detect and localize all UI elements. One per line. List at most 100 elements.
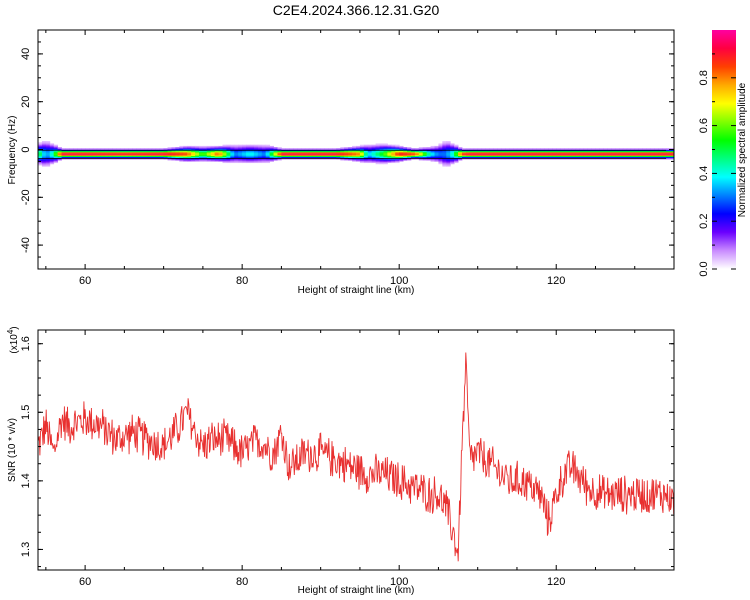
heatmap-cell (53, 155, 59, 158)
heatmap-cell (151, 150, 157, 153)
heatmap-cell (155, 153, 161, 155)
heatmap-cell (363, 159, 369, 161)
heatmap-cell (257, 156, 263, 159)
heatmap-cell (41, 141, 47, 143)
colorbar-tick-label: 0.4 (698, 166, 710, 181)
heatmap-cell (49, 155, 55, 158)
heatmap-cell (273, 154, 278, 156)
heatmap-cell (183, 155, 188, 158)
heatmap-cell (391, 160, 396, 162)
heatmap-cell (552, 150, 557, 153)
heatmap-cell (163, 153, 168, 155)
heatmap-cell (363, 148, 369, 150)
heatmap-cell (485, 148, 490, 150)
heatmap-cell (399, 145, 404, 148)
heatmap-cell (575, 150, 581, 153)
heatmap-cell (191, 159, 196, 161)
heatmap-cell (222, 150, 227, 153)
snr-y-tick-label: 1.3 (20, 542, 32, 557)
heatmap-cell (524, 148, 530, 150)
heatmap-cell (375, 153, 380, 155)
heatmap-cell (560, 148, 565, 150)
heatmap-cell (92, 151, 98, 154)
heatmap-cell (383, 148, 388, 150)
heatmap-cell (410, 155, 416, 158)
heatmap-cell (410, 150, 416, 153)
heatmap-cell (666, 153, 671, 155)
snr-ylabel: SNR (10 * v/v) (7, 418, 18, 482)
heatmap-cell (136, 155, 141, 158)
heatmap-cell (210, 153, 216, 155)
heatmap-cell (536, 153, 541, 155)
heatmap-cell (304, 148, 310, 150)
heatmap-cell (442, 161, 447, 164)
heatmap-cell (253, 144, 259, 147)
heatmap-cell (41, 142, 47, 144)
heatmap-cell (344, 153, 349, 155)
heatmap-cell (352, 155, 357, 158)
heatmap-cell (352, 154, 357, 156)
heatmap-cell (646, 153, 651, 155)
heatmap-cell (144, 151, 149, 154)
heatmap-cell (666, 148, 671, 150)
heatmap-cell (92, 153, 98, 155)
heatmap-cell (356, 150, 361, 153)
heatmap-cell (242, 145, 247, 148)
heatmap-cell (320, 154, 325, 156)
heatmap-cell (532, 150, 537, 153)
heatmap-cell (450, 145, 455, 148)
heatmap-cell (666, 154, 671, 156)
heatmap-cell (607, 150, 612, 153)
heatmap-cell (363, 145, 369, 148)
heatmap-cell (426, 148, 431, 150)
heatmap-cell (108, 151, 113, 154)
heatmap-cell (222, 156, 227, 159)
heatmap-cell (516, 148, 522, 150)
heatmap-cell (446, 165, 451, 167)
heatmap-cell (179, 148, 184, 150)
heatmap-cell (650, 155, 655, 158)
heatmap-cell (568, 155, 573, 158)
heatmap-cell (171, 151, 176, 154)
heatmap-cell (120, 148, 125, 150)
heatmap-cell (670, 154, 674, 156)
heatmap-cell (571, 153, 577, 155)
heatmap-cell (658, 151, 663, 154)
heatmap-cell (155, 154, 161, 156)
heatmap-cell (116, 155, 121, 158)
heatmap-cell (104, 148, 110, 150)
heatmap-cell (619, 148, 624, 150)
heatmap-cell (238, 155, 243, 158)
heatmap-cell (352, 156, 357, 159)
heatmap-cell (238, 145, 243, 148)
heatmap-cell (250, 154, 255, 156)
heatmap-cell (359, 155, 365, 158)
heatmap-cell (324, 148, 329, 150)
heatmap-cell (399, 150, 404, 153)
heatmap-cell (96, 156, 102, 159)
heatmap-cell (367, 153, 373, 155)
heatmap-cell (100, 154, 106, 156)
heatmap-cell (214, 151, 219, 154)
heatmap-cell (100, 148, 106, 150)
heatmap-cell (501, 156, 506, 159)
heatmap-cell (140, 155, 145, 158)
heatmap-cell (147, 153, 153, 155)
heatmap-cell (183, 153, 188, 155)
heatmap-cell (485, 155, 490, 158)
heatmap-cell (340, 159, 345, 161)
heatmap-cell (426, 154, 431, 156)
heatmap-cell (477, 154, 483, 156)
heatmap-cell (528, 156, 534, 159)
heatmap-cell (595, 151, 600, 154)
heatmap-cell (261, 161, 267, 164)
heatmap-cell (599, 148, 604, 150)
heatmap-cell (446, 155, 451, 158)
heatmap-cell (73, 155, 78, 158)
heatmap-cell (391, 147, 396, 149)
heatmap-cell (524, 150, 530, 153)
heatmap-cell (383, 161, 388, 164)
heatmap-cell (242, 159, 247, 161)
heatmap-cell (69, 154, 74, 156)
heatmap-cell (442, 156, 447, 159)
